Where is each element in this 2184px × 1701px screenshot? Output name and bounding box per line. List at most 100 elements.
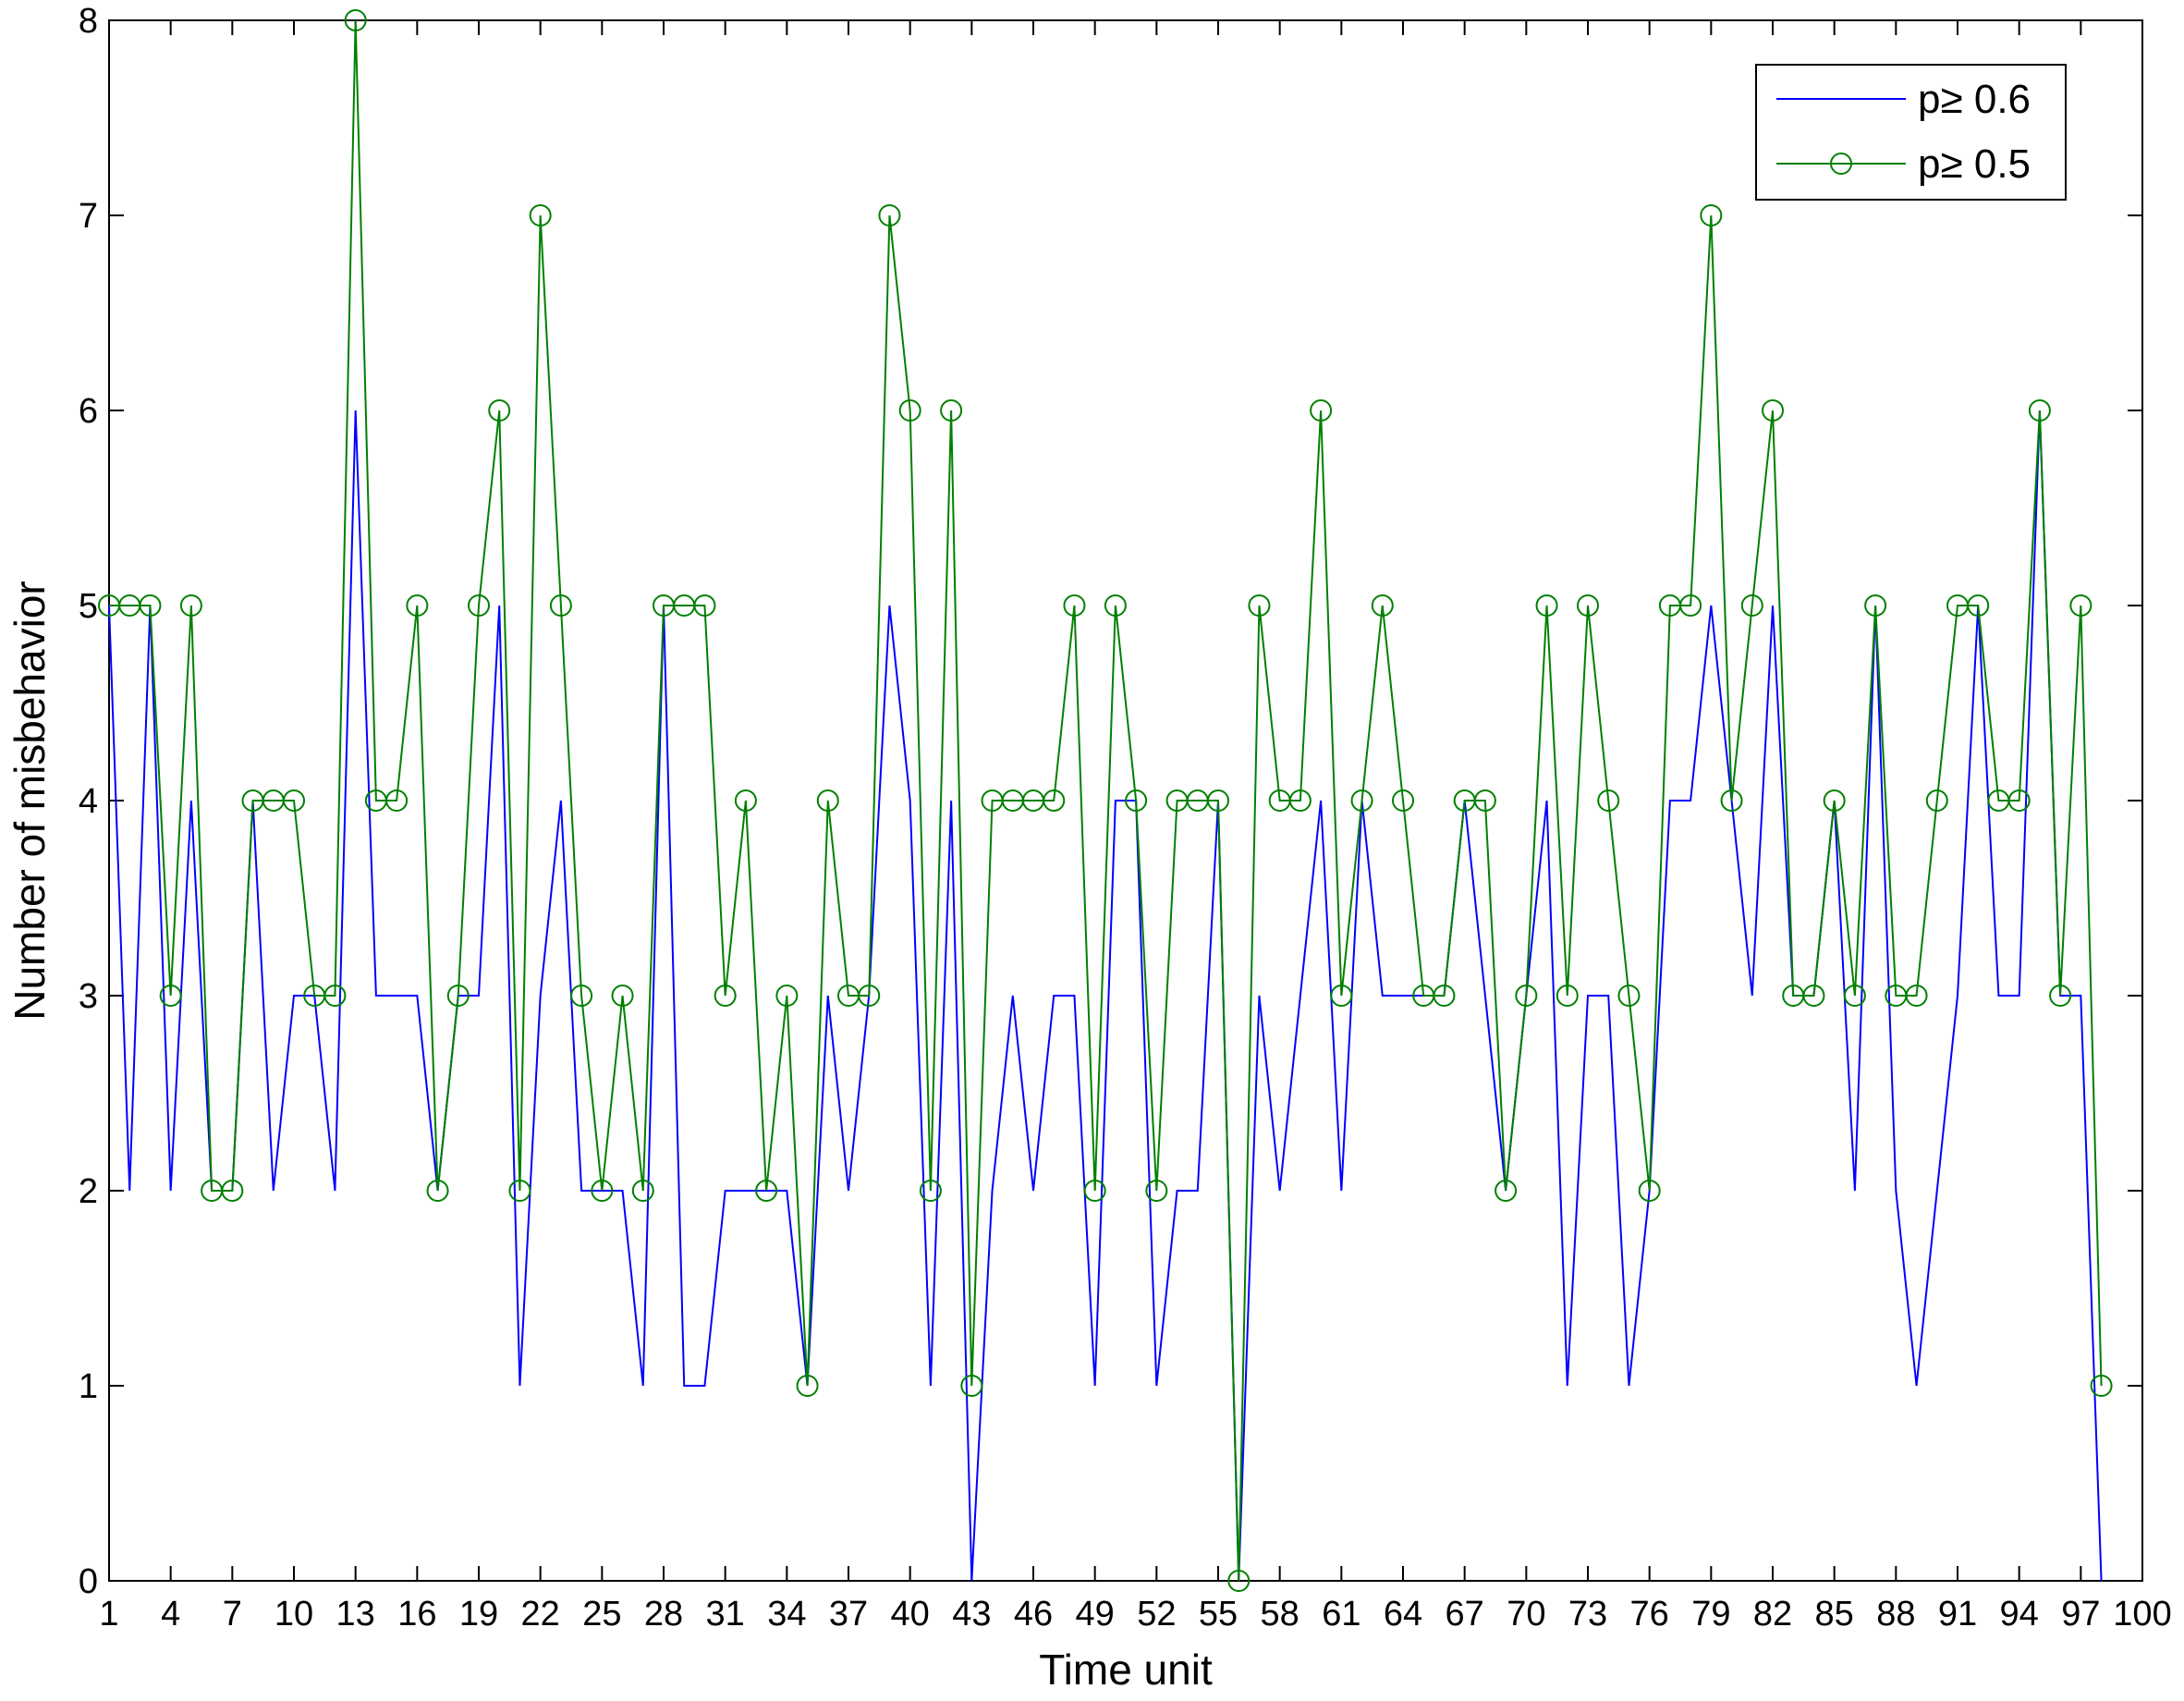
data-point [1227,1570,1251,1592]
data-point [1740,594,1763,617]
x-tick-label: 7 [223,1595,242,1634]
data-point [2090,1375,2113,1397]
x-tick-label: 88 [1876,1595,1915,1634]
x-tick-label: 31 [706,1595,745,1634]
x-tick-label: 82 [1753,1595,1792,1634]
x-tick-label: 40 [891,1595,930,1634]
data-point [611,985,634,1007]
data-point [385,789,409,812]
data-point [344,9,367,31]
data-point [816,789,839,812]
data-point [508,1180,531,1202]
data-point [1310,399,1333,422]
legend-box [1755,64,2067,201]
x-tick-label: 70 [1507,1595,1545,1634]
x-tick-label: 1 [99,1595,118,1634]
x-tick-label: 37 [829,1595,868,1634]
legend-label-series-1: p≥ 0.6 [1918,77,2031,122]
x-tick-label: 28 [644,1595,683,1634]
data-point [2049,985,2072,1007]
data-point [1145,1180,1168,1202]
data-point [139,594,162,617]
axis-ticks [108,19,2143,1582]
x-tick-label: 13 [336,1595,375,1634]
y-tick-label: 3 [79,977,98,1016]
data-point [2069,594,2092,617]
data-point [570,985,593,1007]
y-tick-label: 8 [79,2,98,41]
data-point [159,985,182,1007]
x-tick-label: 76 [1630,1595,1669,1634]
data-point [1597,789,1620,812]
data-point [529,204,552,226]
series-line-2 [109,19,2103,1582]
data-point [1700,204,1723,226]
data-point [1762,399,1784,422]
x-tick-label: 67 [1446,1595,1484,1634]
data-point [1617,985,1641,1007]
series-layer [98,9,2113,1592]
data-point [1515,985,1538,1007]
x-tick-label: 79 [1691,1595,1730,1634]
data-point [406,594,429,617]
data-point [1392,789,1414,812]
data-point [1679,594,1702,617]
data-point [1248,594,1271,617]
data-point [1350,789,1373,812]
data-point [1864,594,1887,617]
legend-label-series-2: p≥ 0.5 [1918,141,2031,187]
data-point [1535,594,1558,617]
x-tick-label: 43 [952,1595,991,1634]
data-point [179,594,202,617]
x-tick-label: 61 [1322,1595,1360,1634]
data-point [919,1180,942,1202]
x-axis-label: Time unit [1039,1646,1213,1694]
data-point [221,1180,244,1202]
data-point [878,204,901,226]
data-point [1556,985,1579,1007]
data-point [775,985,799,1007]
data-point [426,1180,449,1202]
y-tick-label: 6 [79,392,98,431]
data-point [1043,789,1066,812]
data-point [323,985,347,1007]
legend-marker-series-2 [1830,153,1852,175]
data-point [2028,399,2051,422]
y-tick-label: 1 [79,1367,98,1406]
y-tick-label: 7 [79,197,98,236]
data-point [1495,1180,1518,1202]
data-point [1288,789,1312,812]
x-tick-label: 4 [161,1595,180,1634]
x-tick-label: 52 [1137,1595,1176,1634]
data-point [1720,789,1743,812]
data-point [488,399,511,422]
data-point [1207,789,1229,812]
data-point [283,789,305,812]
y-tick-label: 5 [79,587,98,626]
data-point [1083,1180,1106,1202]
x-tick-label: 16 [397,1595,436,1634]
data-point [1473,789,1496,812]
data-point [446,985,470,1007]
x-tick-label: 10 [275,1595,313,1634]
data-point [1125,789,1148,812]
x-tick-label: 25 [582,1595,621,1634]
x-tick-label: 46 [1014,1595,1053,1634]
y-tick-label: 4 [79,782,98,821]
data-point [1843,985,1866,1007]
data-point [1823,789,1846,812]
x-tick-label: 85 [1815,1595,1854,1634]
y-tick-labels: 0 1 2 3 4 5 6 7 8 [79,2,98,1601]
y-tick-label: 0 [79,1562,98,1601]
data-point [468,594,490,617]
data-point [960,1375,983,1397]
data-point [940,399,963,422]
data-point [1371,594,1394,617]
data-point [858,985,881,1007]
data-point [1330,985,1353,1007]
data-point [1638,1180,1661,1202]
data-point [693,594,716,617]
legend: p≥ 0.6 p≥ 0.5 [1755,64,2067,201]
x-tick-label: 64 [1384,1595,1422,1634]
y-tick-label: 2 [79,1172,98,1211]
